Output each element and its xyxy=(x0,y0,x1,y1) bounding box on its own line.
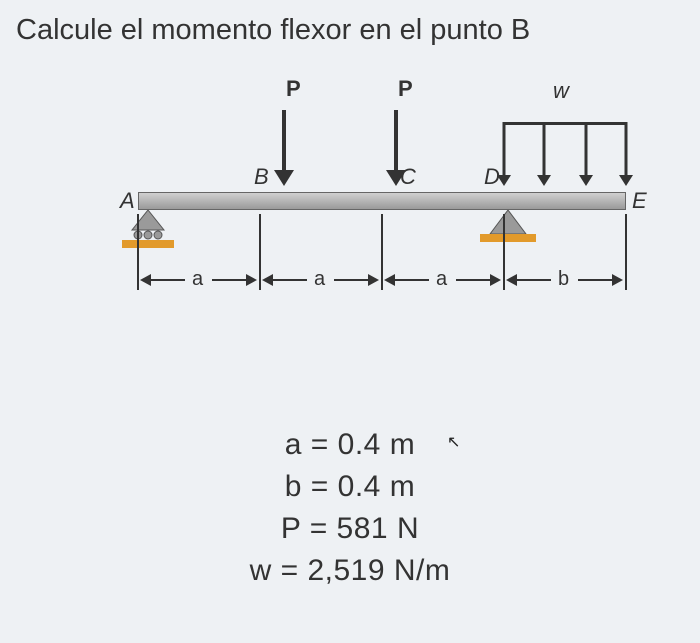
eq-sym: b xyxy=(285,470,302,503)
eq-val: 0.4 xyxy=(338,428,381,461)
dim-line xyxy=(212,279,246,281)
dim-tick xyxy=(503,214,505,290)
eq-val: 2,519 xyxy=(307,554,385,587)
eq-w: w = 2,519 N/m xyxy=(0,554,700,588)
eq-val: 581 xyxy=(337,512,389,545)
dim-label-a2: a xyxy=(314,268,325,291)
dim-line xyxy=(395,279,429,281)
dim-line xyxy=(578,279,612,281)
dim-tick xyxy=(259,214,261,290)
dim-arrow-icon xyxy=(490,274,501,286)
page-title: Calcule el momento flexor en el punto B xyxy=(16,14,530,47)
dim-label-b: b xyxy=(558,268,569,291)
eq-sym: P xyxy=(281,512,301,545)
dim-arrow-icon xyxy=(140,274,151,286)
dim-tick xyxy=(381,214,383,290)
ground-D xyxy=(480,234,536,242)
distributed-load-w xyxy=(504,122,626,186)
eq-eq: = xyxy=(311,428,338,461)
eq-a: a = 0.4 m xyxy=(0,428,700,462)
dim-tick xyxy=(625,214,627,290)
dim-line xyxy=(517,279,551,281)
dim-arrow-icon xyxy=(612,274,623,286)
dim-arrow-icon xyxy=(262,274,273,286)
eq-val: 0.4 xyxy=(338,470,381,503)
label-P-B: P xyxy=(286,76,301,102)
dim-label-a1: a xyxy=(192,268,203,291)
label-E: E xyxy=(632,188,647,214)
beam xyxy=(138,192,626,210)
label-w: w xyxy=(553,78,569,104)
eq-unit: N xyxy=(397,512,419,545)
eq-sym: a xyxy=(285,428,302,461)
label-B: B xyxy=(254,164,269,190)
dim-line xyxy=(334,279,368,281)
dim-label-a3: a xyxy=(436,268,447,291)
dim-arrow-icon xyxy=(246,274,257,286)
eq-P: P = 581 N xyxy=(0,512,700,546)
label-P-C: P xyxy=(398,76,413,102)
force-arrow-P-C xyxy=(386,110,406,186)
eq-unit: m xyxy=(390,428,416,461)
eq-sym: w xyxy=(250,554,272,587)
dim-tick xyxy=(137,214,139,290)
dim-arrow-icon xyxy=(384,274,395,286)
dim-arrow-icon xyxy=(368,274,379,286)
beam-diagram: A B C D E P P w xyxy=(118,82,638,332)
dim-line xyxy=(456,279,490,281)
dim-arrow-icon xyxy=(506,274,517,286)
eq-unit: m xyxy=(390,470,416,503)
eq-eq: = xyxy=(310,512,337,545)
eq-unit: N/m xyxy=(394,554,451,587)
eq-b: b = 0.4 m xyxy=(0,470,700,504)
eq-eq: = xyxy=(311,470,338,503)
dim-line xyxy=(151,279,185,281)
dim-line xyxy=(273,279,307,281)
force-arrow-P-B xyxy=(274,110,294,186)
eq-eq: = xyxy=(281,554,308,587)
ground-A xyxy=(122,240,174,248)
equations-block: a = 0.4 m b = 0.4 m P = 581 N w = 2,519 … xyxy=(0,420,700,596)
